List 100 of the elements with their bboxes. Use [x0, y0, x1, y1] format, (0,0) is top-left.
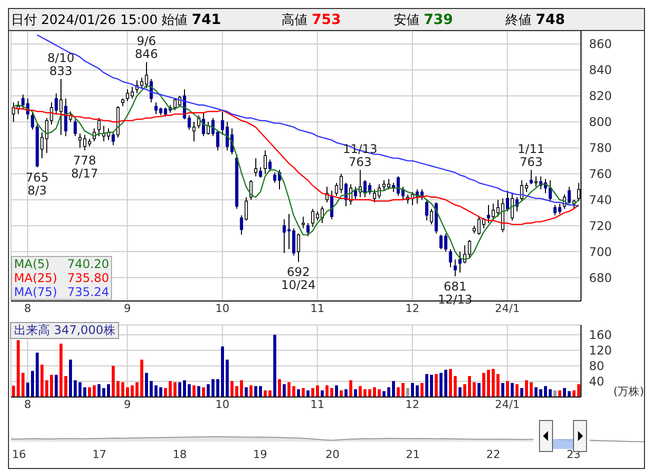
x-tick-label: 12 [405, 302, 420, 315]
bar [92, 385, 96, 397]
x-tick-label: 10 [215, 398, 230, 411]
bar [378, 389, 381, 397]
y-tick-label: 160 [589, 328, 612, 342]
candlestick [192, 121, 196, 142]
text: MA(5) 740.20 [14, 257, 110, 271]
bar [320, 390, 324, 397]
candlestick [430, 208, 434, 225]
bar [302, 388, 305, 397]
bar [282, 384, 286, 397]
bar [434, 374, 438, 397]
bar [69, 360, 72, 397]
bar [516, 384, 518, 397]
bar [330, 388, 334, 397]
candlestick [197, 114, 200, 129]
bar [36, 352, 39, 397]
bar [416, 385, 419, 397]
candlestick [534, 176, 538, 188]
y-tick-label: 120 [589, 344, 612, 358]
candlestick [254, 158, 258, 177]
x-tick-label: 12 [405, 398, 420, 411]
bar [273, 334, 276, 397]
bar [145, 372, 148, 397]
bar [98, 384, 100, 397]
y-tick-label: 680 [589, 270, 612, 285]
x-tick-label: 18 [172, 448, 187, 461]
bar [250, 385, 252, 397]
bar [344, 389, 348, 397]
y-tick-label: 720 [589, 218, 612, 233]
bar [292, 386, 296, 397]
candlestick [448, 248, 452, 268]
x-tick-label: 8 [24, 302, 32, 315]
bar [506, 381, 509, 397]
bar [64, 376, 68, 397]
x-tick-label: 19 [253, 448, 268, 461]
x-tick-label: 21 [406, 448, 420, 461]
bar [572, 390, 576, 397]
bar [530, 382, 533, 397]
text: MA(75) 735.24 [14, 285, 110, 299]
annotation: 1/11 763 [518, 142, 545, 169]
bar [349, 380, 352, 397]
y-tick-label: 840 [589, 63, 612, 78]
bar [563, 388, 566, 397]
bar [382, 391, 386, 397]
x-tick-label: 10 [215, 302, 230, 315]
bar [510, 382, 514, 397]
candlestick [454, 258, 457, 277]
annotation: 778 8/17 [71, 153, 98, 180]
bar [354, 389, 357, 397]
bar [568, 391, 571, 397]
candlestick [97, 117, 101, 137]
bar [278, 379, 281, 397]
bar [306, 390, 310, 397]
bar [244, 387, 248, 397]
bar [326, 385, 328, 397]
x-tick-label: 24/1 [495, 398, 520, 411]
annotation: 765 8/3 [26, 170, 49, 198]
bar [454, 376, 457, 397]
bar [40, 364, 44, 397]
annotation: 9/6 846 [134, 34, 158, 62]
bar [440, 372, 442, 397]
bar [558, 390, 562, 397]
bar [554, 390, 556, 397]
x-tick-label: 9 [124, 302, 131, 315]
candlestick [244, 196, 248, 222]
bar [197, 386, 200, 397]
candlestick [59, 78, 63, 136]
x-tick-label: 9 [124, 398, 131, 411]
bar [297, 389, 300, 397]
bar [140, 360, 144, 397]
text: 高値 753 [282, 10, 342, 28]
bar [548, 389, 552, 397]
y-tick-label: 80 [589, 359, 604, 374]
text: 始値 741 [162, 10, 222, 28]
bar [520, 388, 524, 397]
y-tick-label: 40 [589, 374, 604, 389]
bar [230, 381, 234, 397]
bar [159, 387, 162, 397]
x-tick-label: 8 [24, 398, 32, 411]
annotation: 692 10/24 [281, 265, 316, 292]
bar [577, 384, 580, 397]
x-tick-label: 17 [92, 448, 106, 461]
bar [340, 390, 343, 397]
x-tick-label: 20 [326, 448, 340, 461]
bar [406, 388, 410, 397]
text: MA(25) 735.80 [14, 271, 110, 285]
chart-title: 出来高 347,000株 [10, 322, 120, 339]
bar [420, 382, 424, 397]
y-tick-label: 780 [589, 141, 612, 156]
y-axis-title: (万株) [613, 385, 644, 398]
bar [164, 388, 167, 397]
text: 安値 739 [394, 10, 454, 28]
bar [478, 382, 480, 397]
bar [411, 382, 414, 397]
bar [192, 385, 196, 397]
x-tick-label: 11 [310, 398, 324, 411]
x-tick-label: 11 [310, 302, 324, 315]
y-tick-label: 760 [589, 167, 612, 182]
chart-title: 日付 2024/01/26 15:00 [11, 12, 158, 28]
